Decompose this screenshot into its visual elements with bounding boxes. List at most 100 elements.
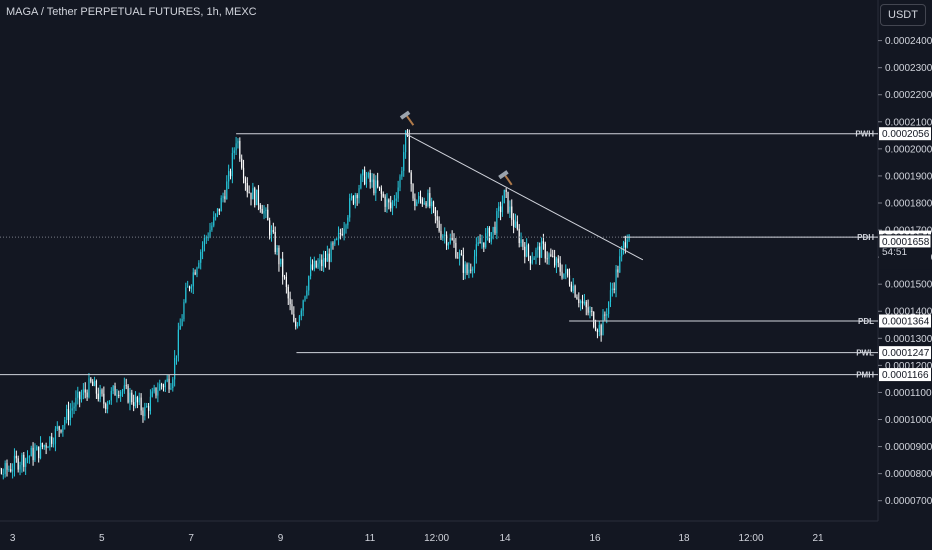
candle-body [572,285,574,291]
candle-body [175,355,178,358]
candle-body [535,249,537,258]
candle-body [367,173,369,178]
candle-body [412,183,414,199]
candle-body [120,391,122,396]
candle-body [306,290,308,297]
candle-body [604,314,606,316]
price-tick-label: 0.0001000 [885,415,932,426]
candle-body [250,192,252,200]
candle-body [106,404,109,410]
candle-body [462,255,464,273]
candle-body [602,314,604,336]
candle-body [337,233,340,239]
candle-body [334,239,336,245]
candle-body [233,150,235,153]
candle-body [339,233,341,234]
candle-body [598,325,600,332]
candle-body [265,209,267,211]
price-tick-label: 0.0001200 [885,361,932,372]
candle-body [10,469,12,472]
time-tick-label: 11 [365,533,376,544]
candle-body [198,262,200,268]
candle-body [261,208,263,214]
candle-body [296,325,299,327]
candle-body [283,276,286,278]
candle-body [438,220,440,231]
candle-body [507,191,509,213]
candle-body [445,234,448,246]
candle-body [66,408,68,421]
candle-body [442,235,444,239]
candle-body [54,428,57,444]
candle-body [110,390,112,401]
candle-body [30,447,32,457]
price-tick-label: 0.0002300 [885,63,932,74]
candle-body [23,454,25,467]
candle-body [274,231,276,253]
candle-body [317,263,319,268]
candle-body [56,426,58,429]
candle-body [581,301,584,304]
candle-body [207,237,209,239]
candle-body [36,446,38,451]
candle-body [496,211,498,234]
candle-body [315,260,317,268]
candle-body [565,269,567,274]
candle-body [395,198,397,201]
hammer-head [399,110,411,120]
candle-body [237,140,239,144]
candle-body [58,426,60,430]
candle-body [418,196,420,202]
candle-body [397,187,399,199]
candle-body [464,264,466,273]
candle-body [485,233,487,248]
candle-body [93,380,96,386]
candle-body [499,206,502,213]
candle-body [174,357,176,380]
candle-body [4,463,6,475]
candle-body [295,321,297,327]
time-tick-label: 12:00 [738,533,763,544]
candle-body [308,276,310,291]
candle-body [613,288,615,290]
candle-body [252,188,254,200]
level-label-pwh: PWH [855,130,874,139]
candle-body [343,228,345,235]
candle-body [568,275,571,285]
candle-body [468,269,470,274]
candle-body [228,171,230,182]
candle-body [64,420,66,426]
candle-body [90,378,92,382]
candle-body [257,189,260,206]
candle-body [220,197,222,212]
candle-body [321,259,323,267]
candle-body [205,237,207,239]
candle-body [624,242,626,248]
candle-body [578,299,580,304]
candle-body [470,269,472,271]
candle-body [520,239,522,244]
price-tick-label: 0.0000900 [885,442,932,453]
candle-body [25,458,27,467]
time-tick-label: 9 [278,533,284,544]
hammer-icon [399,110,415,126]
currency-unit-button[interactable]: USDT [880,4,926,26]
candle-body [138,397,140,403]
candle-body [404,130,407,153]
candle-body [147,406,150,411]
time-tick-label: 18 [678,533,690,544]
candle-body [527,244,530,257]
level-label-pdh: PDH [857,233,874,242]
candle-body [51,436,53,444]
candle-body [224,196,226,200]
candle-body [114,385,116,396]
candle-body [371,179,373,183]
candle-body [203,237,206,246]
candle-body [378,186,381,189]
chart-title: MAGA / Tether PERPETUAL FUTURES, 1h, MEX… [6,6,257,18]
candle-body [475,244,477,257]
candle-body [226,181,228,200]
candle-body [621,248,623,257]
countdown-label: 54:51 [882,247,907,258]
